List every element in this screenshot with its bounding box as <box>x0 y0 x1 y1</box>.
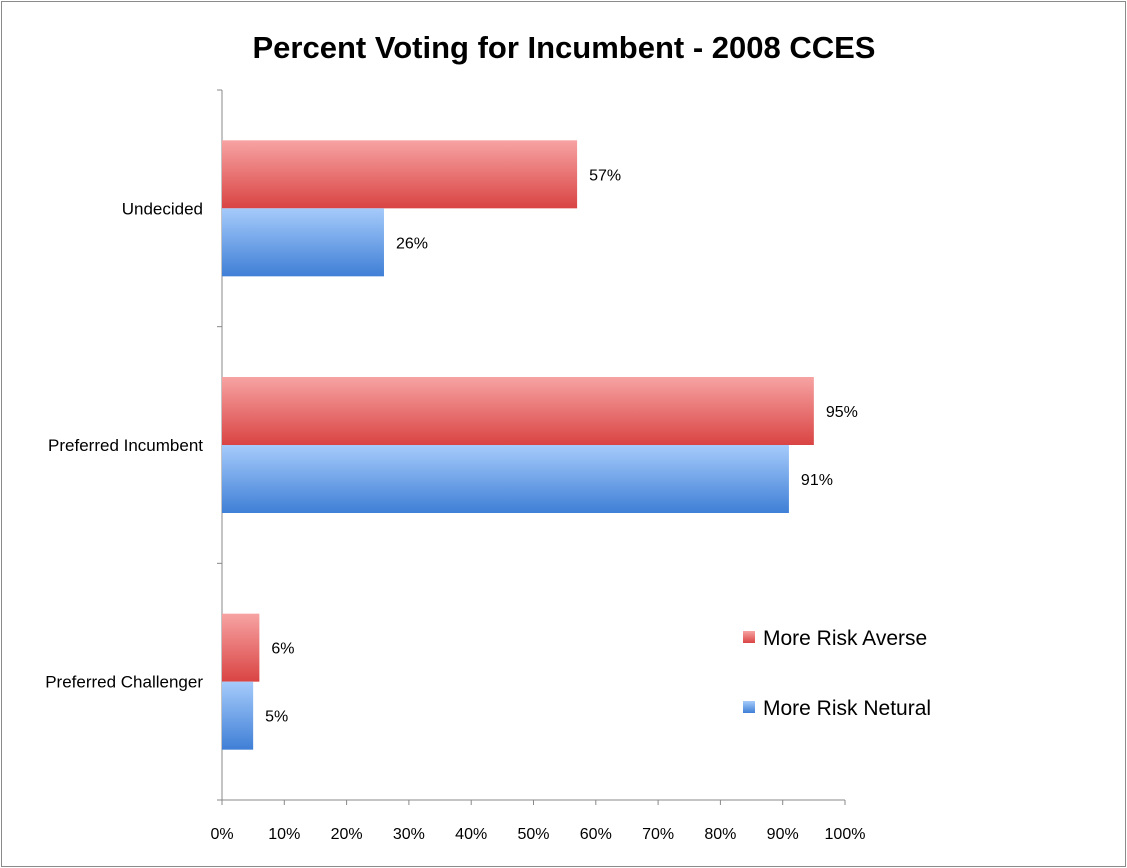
category-label: Preferred Challenger <box>45 673 203 692</box>
x-tick-label: 40% <box>455 826 487 843</box>
legend: More Risk Averse More Risk Netural <box>743 627 931 720</box>
legend-label: More Risk Averse <box>763 627 927 650</box>
legend-swatch <box>743 631 755 643</box>
x-tick-label: 30% <box>393 826 425 843</box>
category-label: Undecided <box>122 199 203 218</box>
x-tick-label: 50% <box>517 826 549 843</box>
category-label: Preferred Incumbent <box>48 436 203 455</box>
chart-title: Percent Voting for Incumbent - 2008 CCES <box>253 30 876 65</box>
bar-risk-neutral <box>222 681 254 750</box>
data-label: 57% <box>589 167 621 184</box>
x-tick-label: 100% <box>825 826 866 843</box>
x-tick-label: 90% <box>767 826 799 843</box>
x-tick-label: 20% <box>331 826 363 843</box>
legend-label: More Risk Netural <box>763 697 931 720</box>
bar-risk-neutral <box>222 445 789 513</box>
bar-risk-averse <box>222 140 578 209</box>
data-label: 26% <box>396 235 428 252</box>
data-label: 5% <box>265 709 288 726</box>
data-label: 91% <box>801 472 833 489</box>
bar-risk-averse <box>222 613 260 682</box>
x-tick-label: 80% <box>704 826 736 843</box>
legend-swatch <box>743 701 755 713</box>
x-tick-label: 70% <box>642 826 674 843</box>
data-label: 6% <box>271 641 294 658</box>
x-tick-label: 60% <box>580 826 612 843</box>
data-label: 95% <box>826 404 858 421</box>
x-tick-label: 0% <box>210 826 233 843</box>
bar-risk-averse <box>222 377 814 445</box>
x-tick-label: 10% <box>268 826 300 843</box>
labels: 0% 10% 20% 30% 40% 50% 60% 70% 80% 90% 100% Undecid… <box>45 167 865 843</box>
bars <box>222 140 814 750</box>
bar-risk-neutral <box>222 208 384 277</box>
